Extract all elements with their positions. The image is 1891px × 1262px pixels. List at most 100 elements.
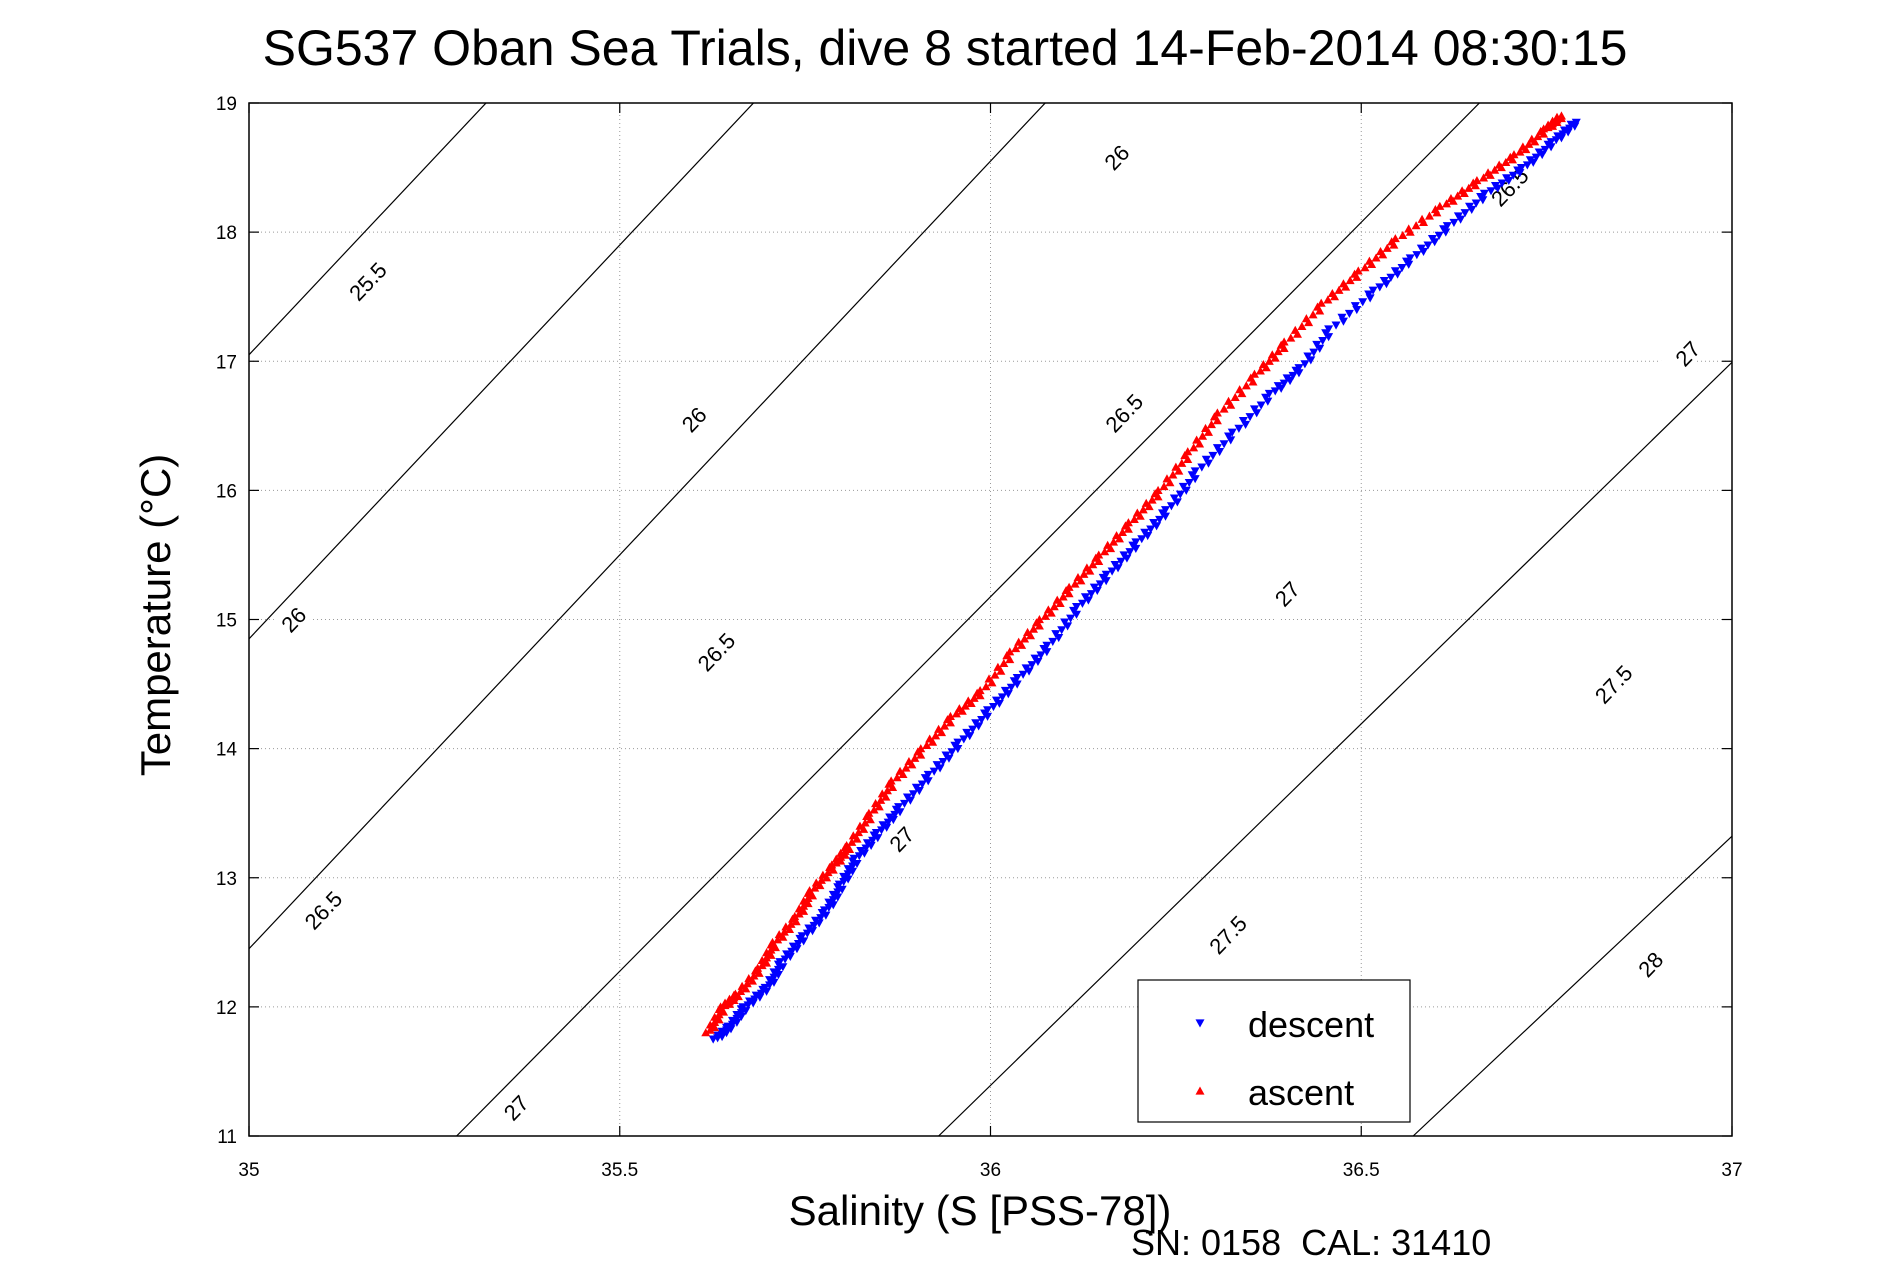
- contour-label-bg: [1659, 325, 1715, 381]
- contour-label-bg: [873, 810, 929, 867]
- descent-point: [1012, 674, 1022, 683]
- ascent-point: [1219, 404, 1229, 413]
- ascent-point: [1430, 205, 1440, 214]
- descent-point: [929, 767, 939, 776]
- descent-point: [1131, 538, 1141, 547]
- plot-area: 25.526262626.526.526.526.52727272727.527…: [216, 94, 1743, 1181]
- descent-point: [804, 924, 814, 933]
- ascent-point: [1353, 266, 1363, 275]
- descent-point: [1508, 171, 1518, 180]
- isopycnal-line: [456, 103, 1481, 1136]
- descent-point: [1337, 313, 1347, 322]
- descent-point: [1080, 593, 1090, 602]
- descent-point: [1027, 661, 1037, 670]
- contour-label-bg: [339, 252, 395, 309]
- ascent-point: [1472, 175, 1482, 185]
- x-tick-label: 37: [1721, 1160, 1742, 1181]
- ascent-point: [869, 805, 879, 814]
- ascent-point: [1040, 611, 1050, 620]
- ascent-point: [1556, 111, 1566, 120]
- descent-point: [1442, 222, 1452, 231]
- descent-point: [1072, 602, 1082, 612]
- ascent-point: [811, 878, 821, 887]
- descent-point: [760, 983, 770, 993]
- descent-point: [745, 997, 755, 1006]
- ascent-point: [895, 766, 905, 775]
- descent-point: [1525, 156, 1535, 165]
- y-tick-label: 12: [216, 998, 237, 1019]
- ascent-point: [990, 670, 1000, 679]
- ascent-point: [1464, 183, 1474, 192]
- ascent-point: [1457, 186, 1467, 195]
- descent-point: [824, 903, 834, 912]
- ascent-point: [1189, 443, 1199, 452]
- ascent-point: [791, 917, 801, 926]
- ascent-point: [1301, 314, 1311, 323]
- ascent-point: [767, 937, 777, 946]
- ascent-point: [1094, 550, 1104, 559]
- descent-point: [1146, 525, 1156, 534]
- descent-point: [811, 916, 821, 925]
- legend-label-descent: descent: [1248, 1004, 1374, 1045]
- descent-point: [968, 725, 978, 734]
- ascent-point: [1168, 470, 1178, 479]
- contour-label-bg: [265, 591, 321, 647]
- y-tick-label: 11: [217, 1127, 237, 1148]
- y-tick-label: 14: [216, 740, 238, 761]
- ascent-point: [842, 840, 852, 850]
- contour-label-bg: [1622, 935, 1678, 992]
- ascent-point: [847, 837, 857, 846]
- ascent-point: [951, 709, 961, 718]
- descent-point: [765, 981, 775, 990]
- ascent-point: [779, 927, 789, 936]
- contour-label-bg: [1259, 565, 1314, 621]
- descent-point: [1390, 267, 1400, 276]
- descent-point: [1006, 683, 1016, 692]
- ascent-point: [766, 950, 776, 959]
- ascent-point: [1286, 333, 1296, 342]
- ascent-point: [1117, 527, 1127, 536]
- ascent-point: [1058, 592, 1068, 601]
- descent-point: [1234, 424, 1244, 433]
- descent-point: [1282, 374, 1292, 383]
- descent-point: [1101, 570, 1111, 579]
- x-tick-label: 36.5: [1343, 1160, 1380, 1181]
- ascent-point: [1468, 178, 1478, 187]
- ascent-point: [799, 901, 809, 910]
- descent-point: [773, 965, 783, 974]
- descent-point: [1534, 148, 1544, 157]
- ascent-point: [1034, 615, 1044, 624]
- y-tick-label: 19: [216, 94, 237, 115]
- descent-point: [1089, 583, 1099, 592]
- contour-label-bg: [1199, 906, 1255, 962]
- ascent-point: [714, 1015, 724, 1024]
- ascent-point: [1201, 423, 1211, 432]
- ascent-point: [1316, 298, 1326, 307]
- descent-point: [1502, 174, 1512, 183]
- descent-point: [1245, 413, 1255, 422]
- descent-point: [1000, 686, 1010, 696]
- descent-point: [977, 715, 987, 725]
- descent-point: [1288, 371, 1298, 380]
- descent-point: [1350, 302, 1360, 311]
- ascent-point: [1442, 199, 1452, 208]
- ascent-point: [871, 799, 881, 808]
- descent-point: [1449, 218, 1459, 227]
- ascent-point: [1153, 485, 1163, 494]
- legend-marker-descent: [1195, 1019, 1205, 1028]
- ascent-point: [1382, 243, 1392, 252]
- ascent-point: [701, 1028, 711, 1037]
- ascent-point: [1279, 337, 1289, 346]
- ascent-point: [815, 880, 825, 890]
- x-tick-label: 35: [238, 1160, 259, 1181]
- descent-point: [1238, 417, 1248, 426]
- ascent-point: [981, 682, 991, 691]
- ascent-point: [762, 953, 772, 962]
- descent-point: [941, 751, 951, 760]
- y-axis-label: Temperature (°C): [132, 454, 179, 777]
- contour-label-bg: [1095, 384, 1151, 440]
- ascent-point: [1249, 369, 1259, 378]
- contour-label-bg: [1585, 655, 1641, 712]
- descent-point: [1486, 187, 1496, 196]
- descent-point: [1331, 321, 1341, 330]
